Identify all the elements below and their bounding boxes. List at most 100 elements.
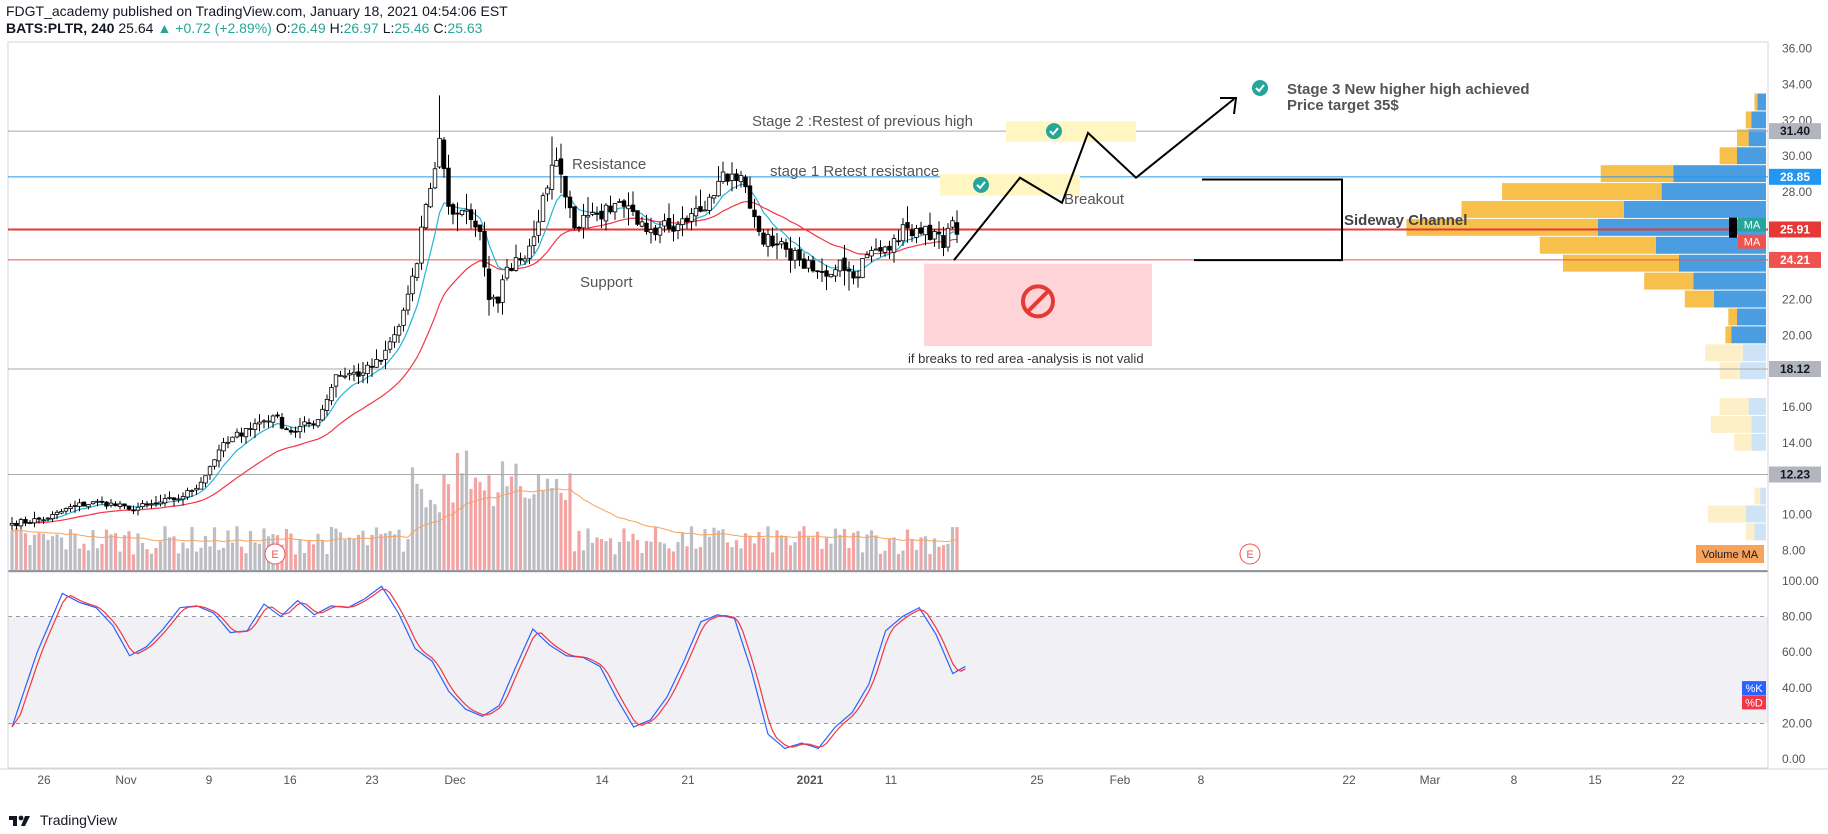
volume-bar xyxy=(716,530,721,570)
candle xyxy=(72,500,78,513)
candle xyxy=(954,210,960,243)
volume-profile-down xyxy=(1737,129,1749,147)
volume-bar xyxy=(694,548,698,570)
drawings[interactable]: Resistance Support stage 1 Retest resistan… xyxy=(264,80,1530,565)
candle xyxy=(446,154,451,215)
candle xyxy=(504,258,510,281)
candle xyxy=(171,497,177,507)
candle xyxy=(140,500,145,509)
published-info: published on TradingView.com, January 18… xyxy=(112,3,508,19)
candle xyxy=(144,501,150,508)
candle xyxy=(162,493,168,507)
volume-bar xyxy=(523,497,527,570)
price-tick-label: 14.00 xyxy=(1782,436,1812,450)
volume-bar xyxy=(491,506,496,570)
volume-bar xyxy=(131,554,136,570)
volume-bar xyxy=(343,539,347,570)
time-tick-label: 26 xyxy=(37,773,51,787)
volume-bar xyxy=(658,541,662,570)
volume-bar xyxy=(514,463,518,570)
volume-bar xyxy=(226,530,230,570)
candle xyxy=(545,185,550,202)
candle xyxy=(104,501,109,510)
volume-bar xyxy=(568,473,572,570)
candle xyxy=(828,273,834,278)
volume-bar xyxy=(775,530,779,570)
candle xyxy=(45,517,51,522)
candle xyxy=(9,516,15,531)
volume-bar xyxy=(847,548,851,570)
price-tick-label: 30.00 xyxy=(1782,149,1812,163)
candle xyxy=(387,336,393,354)
volume-bar xyxy=(734,540,739,570)
candle xyxy=(95,499,100,507)
volume-bar xyxy=(928,553,932,570)
time-tick-label: 22 xyxy=(1342,773,1356,787)
price-tick-label: 8.00 xyxy=(1782,543,1806,557)
candle xyxy=(419,215,424,270)
volume-bar xyxy=(595,537,599,570)
candle xyxy=(671,214,676,242)
volume-bar xyxy=(95,548,100,570)
volume-bar xyxy=(136,533,140,570)
price-level-box: 28.85 xyxy=(1769,168,1821,185)
candle xyxy=(428,182,433,209)
high-label: H: xyxy=(329,20,344,36)
volume-bar xyxy=(905,529,910,570)
candle xyxy=(50,511,55,522)
volume-bar xyxy=(649,541,653,570)
author-name[interactable]: FDGT_academy xyxy=(6,3,109,19)
volume-bar xyxy=(721,529,725,570)
volume-profile-down xyxy=(1754,93,1758,111)
candle xyxy=(905,206,910,243)
volume-bar xyxy=(212,527,217,570)
volume-bar xyxy=(176,553,181,570)
candle xyxy=(797,237,802,267)
price-level-label: 24.21 xyxy=(1780,253,1810,267)
volume-bar xyxy=(469,488,473,570)
candle xyxy=(837,259,843,277)
earnings-marker: E xyxy=(264,543,286,565)
volume-bar xyxy=(910,539,914,570)
candle xyxy=(122,503,127,509)
time-tick-label: 2021 xyxy=(797,773,824,787)
volume-bar xyxy=(707,536,712,570)
candle xyxy=(819,258,825,283)
price-level-box: 12.23 xyxy=(1769,466,1821,483)
symbol-label[interactable]: BATS:PLTR, 240 xyxy=(6,20,115,36)
volume-bar xyxy=(100,544,104,570)
price-level-box-bg xyxy=(1769,251,1821,268)
axes: 36.0034.0032.0030.0028.0026.0024.0022.00… xyxy=(37,42,1821,787)
price-level-box: 31.40 xyxy=(1769,123,1821,140)
volume-bar xyxy=(779,535,784,570)
volume-bar xyxy=(608,538,613,570)
volume-profile-up-faint xyxy=(1739,362,1766,380)
candle xyxy=(923,225,928,246)
volume-bar xyxy=(158,541,163,570)
candle xyxy=(396,323,402,343)
candle xyxy=(477,224,483,241)
candle xyxy=(815,270,820,279)
volume-bar xyxy=(68,529,73,570)
volume-profile-down xyxy=(1684,290,1714,308)
stoch-tick-label: 60.00 xyxy=(1782,645,1812,659)
candle xyxy=(369,358,375,378)
up-triangle-icon: ▲ xyxy=(157,20,172,36)
volume-bar xyxy=(865,534,869,570)
volume-bar xyxy=(455,453,460,570)
breakout-label: Breakout xyxy=(1064,191,1125,208)
volume-bar xyxy=(91,530,95,570)
candle xyxy=(81,501,87,507)
volume-bar xyxy=(703,529,707,570)
volume-bar xyxy=(644,541,649,570)
price-change: +0.72 (+2.89%) xyxy=(175,20,272,36)
candle xyxy=(365,361,370,384)
volume-bar xyxy=(383,533,388,570)
volume-bar xyxy=(10,530,14,570)
volume-bar xyxy=(118,551,122,570)
horizontal-levels[interactable] xyxy=(8,130,1768,476)
volume-profile-up xyxy=(1623,201,1766,218)
close-value: 25.63 xyxy=(447,20,483,36)
candle xyxy=(666,203,672,233)
